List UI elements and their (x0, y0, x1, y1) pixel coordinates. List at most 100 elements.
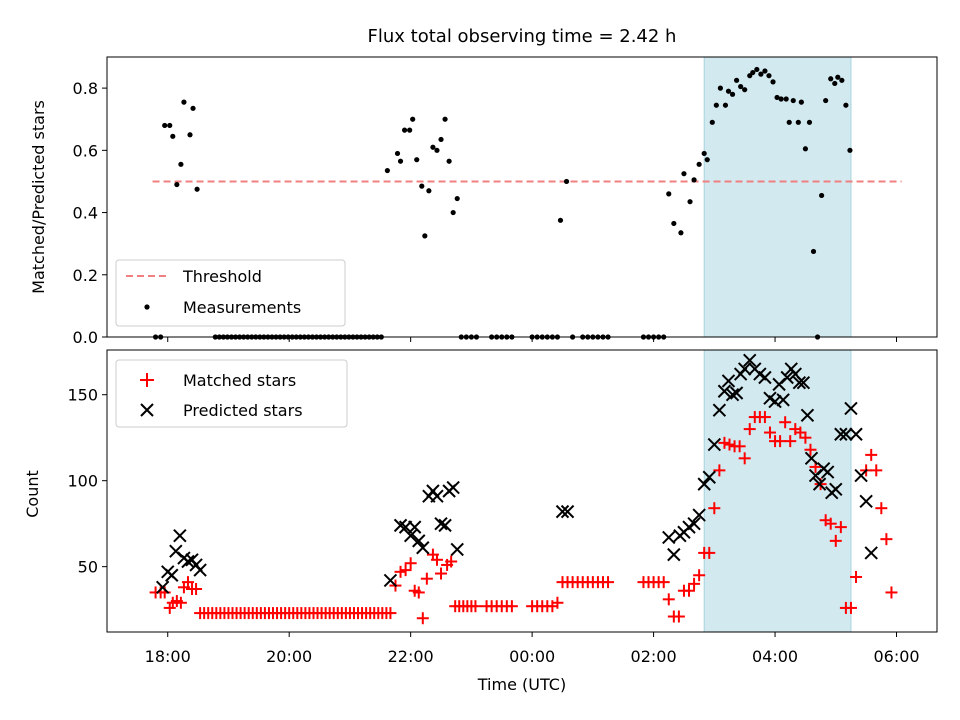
measurement-point (806, 119, 813, 125)
measurement-point (802, 146, 809, 152)
legend-matched-label: Matched stars (183, 371, 296, 390)
matched-star-point (551, 596, 564, 609)
matched-star-point (688, 577, 701, 590)
predicted-star-point (446, 480, 460, 495)
matched-star-points (149, 411, 898, 625)
x-axis-label: Time (UTC) (477, 675, 566, 694)
matched-star-point (784, 435, 797, 448)
matched-star-point (602, 576, 615, 589)
predicted-star-marker-b (849, 427, 863, 441)
matched-star-point (738, 452, 751, 465)
measurement-point (401, 127, 408, 133)
predicted-star-marker-b (434, 516, 448, 531)
measurement-point (839, 77, 845, 83)
predicted-star-point (173, 529, 187, 543)
measurement-point (828, 76, 834, 82)
matched-star-point (880, 533, 893, 546)
predicted-star-marker-b (383, 573, 398, 588)
predicted-star-point (707, 437, 722, 452)
measurement-point (758, 71, 764, 77)
predicted-star-marker-b (446, 480, 460, 495)
matched-star-point (190, 583, 203, 596)
matched-star-point (885, 586, 898, 599)
predicted-star-marker-b (692, 508, 706, 522)
predicted-star-marker-b (707, 437, 722, 452)
matched-star-point (763, 426, 776, 439)
predicted-star-point (155, 580, 170, 594)
predicted-star-marker-b (812, 477, 827, 491)
measurement-point (194, 186, 200, 192)
measurement-point (410, 116, 416, 122)
predicted-star-marker-b (173, 529, 187, 543)
x-tick-label: 18:00 (145, 647, 191, 666)
matched-star-point (469, 600, 482, 613)
measurement-point (819, 192, 825, 199)
measurement-point (454, 195, 460, 202)
measurement-point (722, 102, 729, 108)
measurement-point (167, 122, 173, 129)
measurement-point (178, 161, 184, 167)
measurement-point (190, 105, 196, 111)
measurement-point (701, 150, 707, 157)
matched-star-point (804, 443, 817, 456)
predicted-star-point (702, 470, 716, 484)
measurement-point (704, 157, 710, 163)
measurement-point (742, 87, 748, 93)
top-y-ticks: 0.0 0.2 0.4 0.6 0.8 (73, 79, 107, 347)
matched-star-point (834, 521, 847, 534)
measurement-point (557, 217, 564, 223)
predicted-star-point (721, 374, 736, 388)
bottom-y-tick-label: 50 (78, 558, 98, 577)
predicted-star-point (854, 468, 868, 483)
measurement-points (152, 66, 853, 340)
matched-star-point (733, 440, 746, 453)
predicted-star-point (165, 568, 179, 582)
measurement-point (394, 150, 401, 157)
predicted-star-marker-b (737, 362, 752, 376)
bottom-plot-frame (106, 349, 938, 633)
predicted-star-point (844, 401, 858, 416)
matched-star-point (505, 600, 518, 613)
top-legend: Threshold Measurements (115, 259, 346, 327)
measurement-point (750, 69, 756, 76)
predicted-star-marker-b (712, 403, 727, 417)
matched-star-point (430, 553, 443, 566)
predicted-star-marker-b (725, 388, 740, 402)
predicted-star-point (849, 427, 863, 441)
predicted-star-marker-b (792, 375, 807, 390)
matched-star-point (758, 411, 771, 424)
top-y-axis-label: Matched/Predicted stars (29, 100, 48, 294)
measurement-point (170, 133, 176, 139)
measurement-point (762, 68, 768, 74)
matched-star-point (683, 584, 696, 597)
predicted-star-marker-b (721, 374, 736, 388)
predicted-star-point (776, 393, 790, 407)
top-highlight-band (703, 56, 852, 338)
bottom-panel: 50 100 150 18:00 20:00 22:00 00:00 02:00 04:00 0… (23, 349, 938, 694)
predicted-star-point (717, 384, 732, 398)
predicted-star-points (155, 353, 878, 594)
measurement-point (843, 102, 849, 108)
measurement-point (810, 248, 817, 255)
matched-star-point (875, 502, 888, 515)
predicted-star-point (780, 370, 794, 385)
matched-star-point (394, 565, 407, 578)
predicted-star-marker-b (829, 482, 843, 496)
measurement-point (709, 119, 715, 125)
measurement-point (738, 83, 744, 90)
matched-star-point (708, 502, 721, 515)
predicted-star-marker-b (743, 353, 757, 368)
measurement-point (397, 158, 404, 164)
measurement-point (713, 102, 719, 108)
predicted-star-point (193, 563, 207, 577)
predicted-star-marker-b (844, 401, 858, 416)
measurement-point (671, 220, 677, 227)
measurement-point (162, 122, 168, 129)
predicted-star-marker-b (864, 546, 878, 560)
measurement-point (823, 97, 829, 104)
measurement-point (783, 96, 789, 102)
x-tick-label: 06:00 (873, 647, 919, 666)
measurement-point (407, 127, 413, 133)
legend-matched-swatch (140, 373, 154, 387)
